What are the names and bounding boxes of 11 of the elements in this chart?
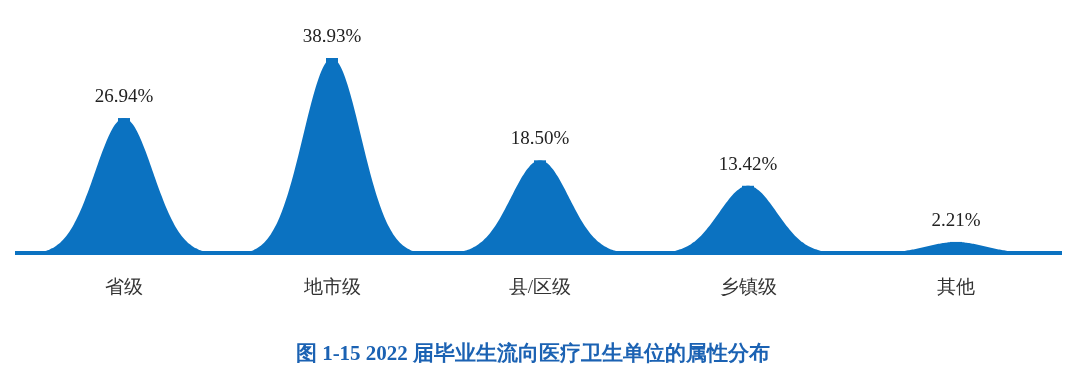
x-tick-label: 地市级	[302, 276, 361, 297]
data-label: 26.94%	[94, 85, 154, 107]
data-label: 2.21%	[931, 208, 981, 230]
x-tick-label: 县/区级	[508, 276, 572, 297]
x-tick-label: 省级	[105, 276, 143, 297]
x-tick-label: 乡镇级	[719, 276, 777, 297]
x-tick-label: 其他	[937, 276, 975, 297]
data-label: 13.42%	[718, 152, 778, 174]
data-label: 38.93%	[302, 25, 362, 46]
text: 图 1-15 2022 届毕业生流向医疗卫生单位的属性分布	[295, 341, 771, 365]
data-label: 18.50%	[510, 127, 570, 149]
